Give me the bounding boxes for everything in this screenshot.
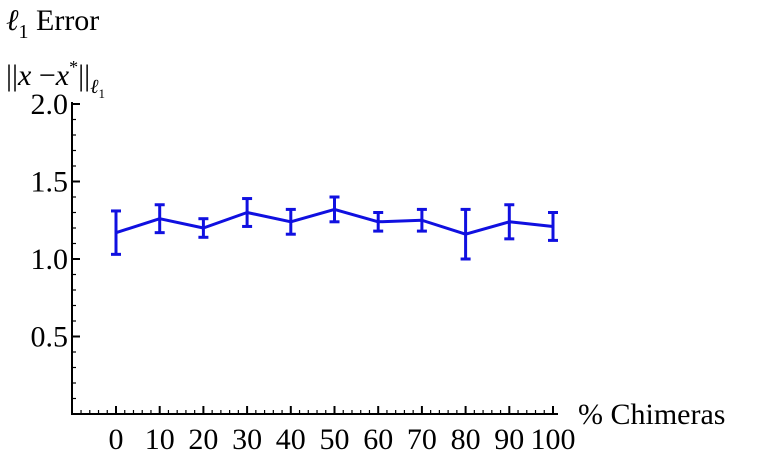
x-tick-label: 20 bbox=[188, 423, 218, 456]
data-point bbox=[464, 232, 468, 236]
tick-marks bbox=[72, 103, 554, 414]
x-tick-label: 0 bbox=[109, 423, 124, 456]
x-tick-label: 30 bbox=[232, 423, 262, 456]
data-point bbox=[114, 231, 118, 235]
data-point bbox=[333, 207, 336, 211]
data-point bbox=[289, 220, 293, 224]
data-point bbox=[201, 226, 205, 230]
x-tick-label: 100 bbox=[531, 423, 576, 456]
y-tick-label: 2.0 bbox=[31, 88, 69, 121]
y-tick-label: 1.0 bbox=[31, 243, 69, 276]
chart-title: ℓ1 Error bbox=[6, 4, 99, 43]
data-point bbox=[551, 224, 555, 228]
x-tick-label: 80 bbox=[451, 423, 481, 456]
data-point bbox=[420, 218, 424, 222]
data-point bbox=[376, 220, 380, 224]
x-axis-label: % Chimeras bbox=[578, 398, 725, 431]
data-point bbox=[507, 220, 511, 224]
x-tick-label: 50 bbox=[320, 423, 350, 456]
axes bbox=[71, 102, 558, 415]
y-tick-label: 1.5 bbox=[31, 166, 69, 199]
x-tick-label: 70 bbox=[407, 423, 437, 456]
data-point bbox=[245, 211, 249, 214]
y-tick-label: 0.5 bbox=[31, 321, 69, 354]
x-tick-labels: 0 10 20 30 40 50 60 70 80 90 100 bbox=[109, 423, 576, 456]
y-axis-label: ||x −x*||ℓ1 bbox=[6, 57, 105, 101]
x-tick-label: 40 bbox=[276, 423, 306, 456]
x-tick-label: 60 bbox=[363, 423, 393, 456]
x-tick-label: 10 bbox=[145, 423, 175, 456]
x-tick-label: 90 bbox=[494, 423, 524, 456]
y-tick-labels: 0.5 1.0 1.5 2.0 bbox=[31, 88, 69, 354]
data-point bbox=[158, 217, 162, 221]
data-series bbox=[114, 207, 555, 236]
